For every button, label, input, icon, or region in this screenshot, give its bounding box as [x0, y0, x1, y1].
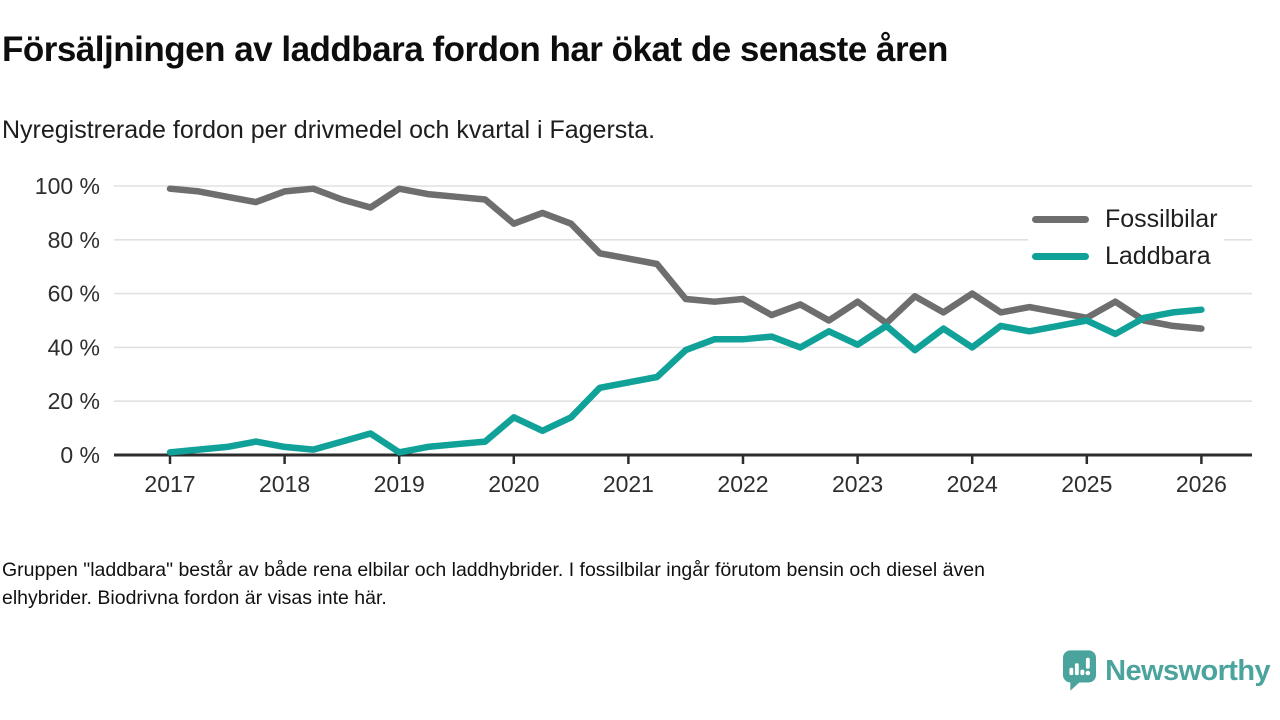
- legend: Fossilbilar Laddbara: [1028, 205, 1224, 271]
- x-tick-label: 2023: [832, 471, 883, 497]
- y-tick-label: 100 %: [35, 173, 100, 199]
- legend-label-laddbara: Laddbara: [1105, 242, 1211, 270]
- speech-bubble-chart-icon: [1063, 650, 1097, 691]
- series-line-fossilbilar: [166, 185, 1205, 332]
- x-tick-label: 2022: [717, 471, 768, 497]
- series-line-laddbara: [166, 306, 1205, 456]
- x-tick-label: 2021: [603, 471, 654, 497]
- footnote-line-2: elhybrider. Biodrivna fordon är visas in…: [2, 587, 387, 610]
- legend-swatch-fossilbilar: [1032, 216, 1089, 223]
- y-tick-label: 20 %: [48, 388, 100, 414]
- newsworthy-logo[interactable]: Newsworthy: [1063, 650, 1271, 692]
- y-tick-label: 0 %: [60, 442, 100, 468]
- legend-item-laddbara: Laddbara: [1032, 244, 1218, 269]
- chart-title: Försäljningen av laddbara fordon har öka…: [2, 30, 948, 69]
- x-tick-label: 2017: [144, 471, 195, 497]
- x-axis-labels: 2017 2018 2019 2020 2021 2022 2023 2024 2025 2026: [144, 455, 1227, 497]
- x-tick-label: 2025: [1061, 471, 1112, 497]
- x-tick-label: 2026: [1176, 471, 1227, 497]
- y-tick-label: 60 %: [48, 281, 100, 307]
- legend-swatch-laddbara: [1032, 253, 1089, 260]
- x-tick-label: 2024: [947, 471, 998, 497]
- x-tick-label: 2019: [374, 471, 425, 497]
- footnote-line-1: Gruppen "laddbara" består av både rena e…: [2, 559, 985, 581]
- x-tick-label: 2018: [259, 471, 310, 497]
- y-axis-labels: 0 % 20 % 40 % 60 % 80 % 100 %: [35, 173, 100, 468]
- chart-subtitle: Nyregistrerade fordon per drivmedel och …: [2, 116, 656, 144]
- footnote: Gruppen "laddbara" består av både rena e…: [2, 556, 1232, 613]
- legend-label-fossilbilar: Fossilbilar: [1105, 205, 1218, 233]
- y-tick-label: 40 %: [48, 334, 100, 360]
- y-tick-label: 80 %: [48, 227, 100, 253]
- newsworthy-wordmark: Newsworthy: [1105, 654, 1270, 687]
- legend-item-fossilbilar: Fossilbilar: [1032, 207, 1218, 232]
- x-tick-label: 2020: [488, 471, 539, 497]
